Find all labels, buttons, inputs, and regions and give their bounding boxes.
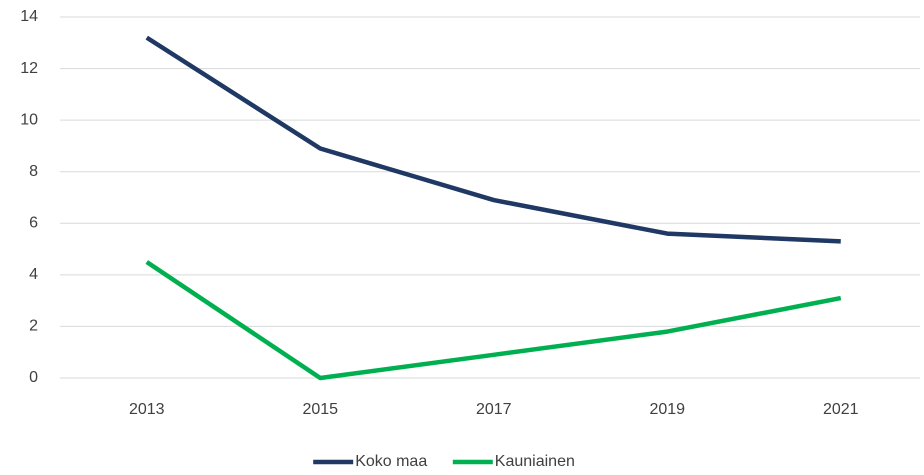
y-tick-label: 12: [20, 60, 38, 77]
legend-label: Koko maa: [355, 453, 427, 470]
x-tick-label: 2015: [302, 401, 338, 418]
y-tick-label: 4: [29, 266, 38, 283]
x-tick-label: 2019: [649, 401, 685, 418]
data-line: [145, 260, 842, 381]
y-tick-label: 0: [29, 369, 38, 386]
data-line: [145, 35, 841, 244]
y-tick-label: 14: [20, 8, 38, 25]
y-tick-label: 8: [29, 163, 38, 180]
legend-label: Kauniainen: [495, 453, 575, 470]
x-tick-label: 2013: [129, 401, 165, 418]
x-tick-label: 2017: [476, 401, 512, 418]
x-tick-label: 2021: [823, 401, 859, 418]
y-tick-label: 2: [29, 318, 38, 335]
y-tick-label: 10: [20, 111, 38, 128]
y-tick-label: 6: [29, 215, 38, 232]
